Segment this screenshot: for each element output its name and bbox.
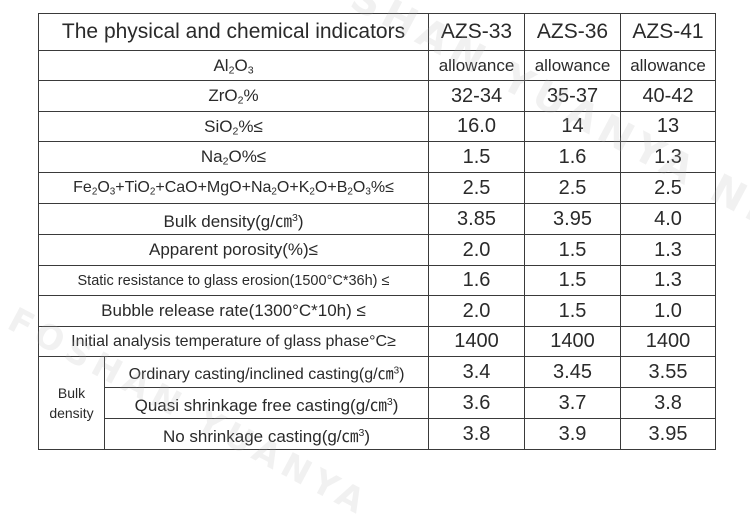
row-label: Initial analysis temperature of glass ph… [37,326,430,357]
cell-value: 1.6 [524,141,622,173]
cell-value: 3.8 [620,387,717,419]
table-row: Static resistance to glass erosion(1500°… [37,265,717,296]
cell-value: 1400 [428,326,526,357]
table-row: Bubble release rate(1300°C*10h) ≤ 2.0 1.… [37,295,717,327]
cell-value: 1.5 [524,265,622,296]
header-grade: AZS-41 [620,13,717,51]
indicators-table: The physical and chemical indicators AZS… [37,13,717,450]
cell-value: 35-37 [524,80,622,112]
cell-value: 3.6 [428,387,526,419]
row-label: No shrinkage casting(g/㎝3) [103,418,430,450]
cell-value: 4.0 [620,203,717,235]
cell-value: 1.5 [524,234,622,266]
cell-value: 3.4 [428,356,526,388]
cell-value: 2.0 [428,234,526,266]
cell-value: 3.45 [524,356,622,388]
cell-value: 1400 [524,326,622,357]
cell-value: allowance [620,50,717,81]
cell-value: 1.0 [620,295,717,327]
header-grade: AZS-33 [428,13,526,51]
cell-value: 2.5 [620,172,717,204]
row-label: Quasi shrinkage free casting(g/㎝3) [103,387,430,419]
cell-value: 1.3 [620,141,717,173]
cell-value: 3.85 [428,203,526,235]
row-label: SiO2%≤ [37,111,430,142]
row-label: Bubble release rate(1300°C*10h) ≤ [37,295,430,327]
table-row: ZrO2% 32-34 35-37 40-42 [37,80,717,112]
cell-value: 3.7 [524,387,622,419]
cell-value: 2.0 [428,295,526,327]
bulk-density-group-label: Bulk density [38,356,105,450]
table-row: Na2O%≤ 1.5 1.6 1.3 [37,141,717,173]
cell-value: 3.9 [524,418,622,450]
cell-value: allowance [428,50,526,81]
header-grade: AZS-36 [524,13,622,51]
table-row: Bulk density Ordinary casting/inclined c… [38,356,717,450]
cell-value: 1400 [620,326,717,357]
row-label: Al2O3 [37,50,430,81]
table-row: No shrinkage casting(g/㎝3) 3.8 3.9 3.95 [39,418,717,450]
table-row: Quasi shrinkage free casting(g/㎝3) 3.6 3… [39,387,717,419]
cell-value: 2.5 [524,172,622,204]
cell-value: 40-42 [620,80,717,112]
cell-value: 2.5 [428,172,526,204]
cell-value: 1.5 [524,295,622,327]
row-label: Fe2O3+TiO2+CaO+MgO+Na2O+K2O+B2O3%≤ [37,172,430,204]
cell-value: 13 [620,111,717,142]
table-row: Initial analysis temperature of glass ph… [37,326,717,357]
table-row: Apparent porosity(%)≤ 2.0 1.5 1.3 [37,234,717,266]
cell-value: 3.95 [524,203,622,235]
cell-value: 3.55 [620,356,717,388]
table-row: Al2O3 allowance allowance allowance [37,50,717,81]
cell-value: 1.5 [428,141,526,173]
header-title: The physical and chemical indicators [37,13,430,51]
cell-value: 14 [524,111,622,142]
cell-value: allowance [524,50,622,81]
cell-value: 32-34 [428,80,526,112]
header-row: The physical and chemical indicators AZS… [37,13,717,51]
row-label: Static resistance to glass erosion(1500°… [37,265,430,296]
cell-value: 1.6 [428,265,526,296]
cell-value: 1.3 [620,234,717,266]
row-label: Apparent porosity(%)≤ [37,234,430,266]
cell-value: 16.0 [428,111,526,142]
table-row: Bulk density(g/㎝3) 3.85 3.95 4.0 [37,203,717,235]
row-label: Bulk density(g/㎝3) [37,203,430,235]
table-row: Fe2O3+TiO2+CaO+MgO+Na2O+K2O+B2O3%≤ 2.5 2… [37,172,717,204]
cell-value: 1.3 [620,265,717,296]
row-label: Ordinary casting/inclined casting(g/㎝3) [103,356,430,388]
row-label: ZrO2% [37,80,430,112]
cell-value: 3.8 [428,418,526,450]
row-label: Na2O%≤ [37,141,430,173]
cell-value: 3.95 [620,418,717,450]
table-row: SiO2%≤ 16.0 14 13 [37,111,717,142]
